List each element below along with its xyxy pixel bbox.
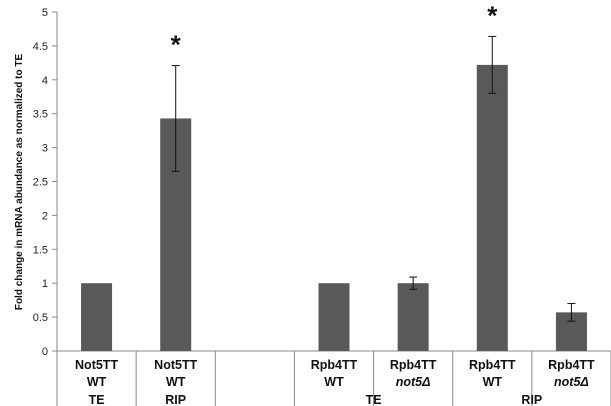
y-tick-label: 4.5: [33, 41, 48, 53]
y-tick-label: 1.5: [33, 244, 48, 256]
bar: [81, 283, 113, 351]
category-label-line1: Rpb4TT: [390, 358, 437, 372]
category-label-line3: TE: [89, 393, 105, 406]
y-tick-label: 3: [42, 143, 48, 155]
y-tick-label: 1: [42, 278, 48, 290]
category-labels: Not5TT WT TE Not5TT WT RIP Rpb4TT WT Rpb4TT not5Δ…: [75, 358, 595, 406]
y-tick-label: 5: [42, 7, 48, 19]
y-tick-label: 2.5: [33, 177, 48, 189]
group-label: TE: [366, 393, 382, 406]
y-tick-label: 3.5: [33, 109, 48, 121]
category-label-line1: Rpb4TT: [548, 358, 595, 372]
category-label-line2: WT: [87, 375, 107, 389]
bar: [318, 283, 350, 351]
category-label-line1: Rpb4TT: [469, 358, 516, 372]
category-label-line2: WT: [324, 375, 344, 389]
category-label-line2: not5Δ: [554, 375, 589, 389]
group-label: RIP: [521, 393, 542, 406]
category-label-line2: WT: [483, 375, 503, 389]
significance-star: *: [487, 0, 498, 30]
axes: 0 0.5 1 1.5 2 2.5 3 3.5 4 4.5 5: [33, 7, 611, 406]
y-tick-label: 4: [42, 75, 48, 87]
category-label-line2: not5Δ: [396, 375, 431, 389]
y-tick-label: 0.5: [33, 312, 48, 324]
category-label-line3: RIP: [165, 393, 186, 406]
bar: [476, 64, 508, 351]
category-label-line1: Not5TT: [154, 358, 197, 372]
category-label-line2: WT: [166, 375, 186, 389]
category-label-line1: Not5TT: [75, 358, 118, 372]
bar: [397, 283, 429, 351]
bars: **: [81, 0, 587, 351]
category-label-line1: Rpb4TT: [311, 358, 358, 372]
y-axis-label: Fold change in mRNA abundance as normali…: [14, 54, 25, 311]
y-tick-label: 2: [42, 210, 48, 222]
significance-star: *: [171, 30, 182, 60]
y-tick-label: 0: [42, 346, 48, 358]
